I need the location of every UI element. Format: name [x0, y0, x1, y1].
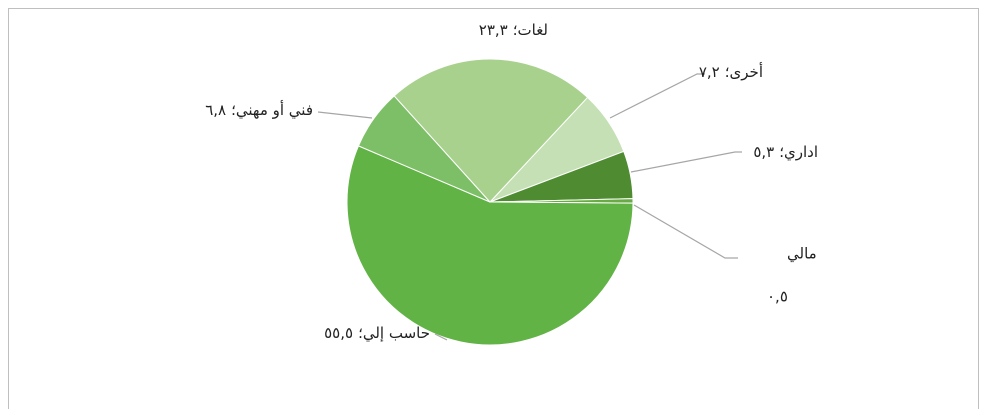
data-label-value: ٥,٣ [753, 143, 774, 161]
data-label: حاسب إلي؛ ٥٥,٥ [324, 324, 430, 343]
leader-line [630, 151, 742, 173]
data-label-category: اداري [784, 143, 818, 162]
data-label-value: ٦,٨ [205, 101, 226, 119]
pie-slice [346, 145, 634, 346]
data-label-category: حاسب إلي [363, 324, 430, 343]
data-label-value: ٠,٥ [767, 288, 788, 306]
pie-slice [393, 58, 589, 203]
data-label: اداري؛ ٥,٣ [753, 143, 818, 162]
data-label: أخرى؛ ٧,٢ [699, 62, 763, 81]
data-label-value: ٢٣,٣ [479, 21, 508, 39]
data-label-separator: ؛ [231, 101, 236, 119]
data-label-category: فني أو مهني [236, 100, 313, 120]
data-label: لغات؛ ٢٣,٣ [479, 21, 548, 39]
data-label-separator: ؛ [358, 324, 363, 342]
leader-line [633, 204, 738, 259]
data-label-separator: ؛ [779, 143, 784, 161]
data-label-category: لغات [518, 21, 549, 39]
chart-frame [8, 8, 979, 409]
leader-line [609, 73, 705, 119]
data-label: فني أو مهني؛ ٦,٨ [205, 100, 313, 120]
data-label-separator: ؛ [513, 21, 518, 39]
leader-line [434, 333, 448, 341]
data-label-category: مالي [787, 245, 817, 264]
data-label-category: أخرى [730, 62, 763, 81]
data-label-value: ٧,٢ [699, 63, 720, 81]
leader-line [317, 111, 373, 119]
data-label-separator: ؛ [725, 63, 730, 81]
data-label-value: ٥٥,٥ [324, 324, 353, 342]
